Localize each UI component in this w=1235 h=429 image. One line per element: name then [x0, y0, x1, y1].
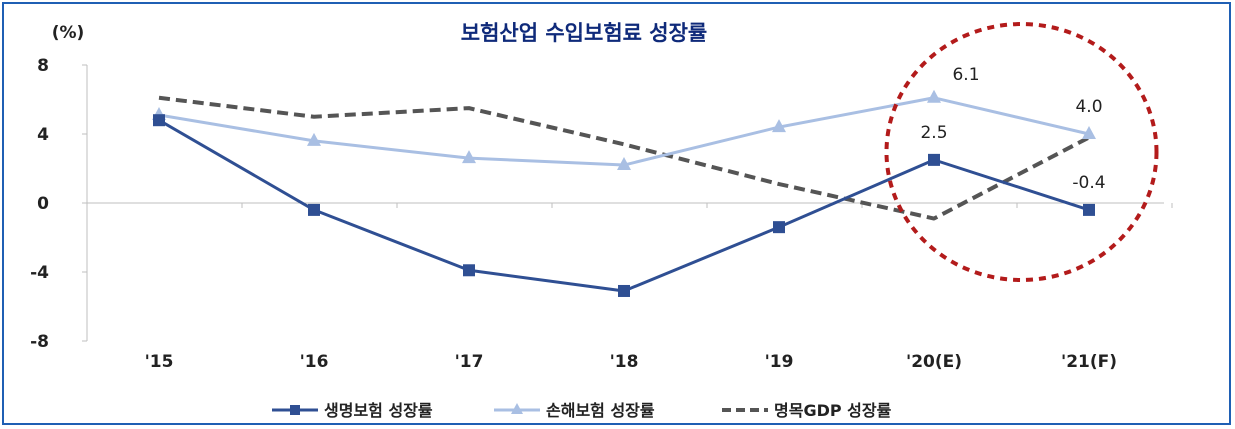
- plot-area: 6.1 4.0 2.5 -0.4: [152, 22, 1159, 297]
- legend-label: 명목GDP 성장률: [774, 401, 892, 420]
- y-axis-unit-label: (%): [52, 23, 85, 43]
- x-tick-label: '17: [455, 352, 484, 372]
- series-1-point: [773, 221, 785, 234]
- series-2-point: [462, 150, 476, 164]
- series-2-point: [1082, 126, 1096, 139]
- series-1-point: [463, 264, 475, 277]
- series-2-point: [772, 119, 786, 133]
- y-tick-label: 4: [37, 125, 49, 145]
- data-label: -0.4: [1072, 173, 1105, 193]
- legend: 생명보험 성장률 손해보험 성장률 명목GDP 성장률: [272, 401, 892, 420]
- legend-marker: [290, 405, 300, 415]
- legend-label: 손해보험 성장률: [546, 401, 655, 420]
- series-1-point: [1083, 203, 1095, 216]
- axes: 8 4 0 -4 -8 '15 '16 '17 '18 '19 '20(E) '21(F): [30, 56, 1173, 372]
- x-tick-label: '21(F): [1061, 352, 1117, 372]
- y-tick-label: 8: [37, 56, 49, 76]
- legend-item-2: 손해보험 성장률: [494, 401, 655, 420]
- series-line-1: [158, 118, 1090, 293]
- x-tick-label: '16: [300, 352, 329, 372]
- series-2-point: [927, 89, 941, 103]
- series-line-3: [158, 95, 1090, 221]
- y-tick-label: -8: [30, 332, 49, 352]
- y-tick-label: 0: [37, 194, 49, 214]
- x-tick-label: '20(E): [906, 352, 962, 372]
- annotation-circle: [884, 22, 1159, 282]
- legend-label: 생명보험 성장률: [324, 401, 433, 420]
- legend-item-1: 생명보험 성장률: [272, 401, 433, 420]
- series-2-point: [617, 157, 631, 171]
- x-tick-label: '18: [610, 352, 639, 372]
- x-tick-label: '15: [145, 352, 174, 372]
- data-label: 6.1: [952, 65, 979, 85]
- data-label: 4.0: [1075, 97, 1102, 117]
- data-label: 2.5: [920, 123, 947, 143]
- x-tick-label: '19: [765, 352, 794, 372]
- y-tick-label: -4: [30, 263, 49, 283]
- series-line-2: [158, 96, 1090, 167]
- series-1-point: [928, 153, 940, 166]
- chart-title: 보험산업 수입보험료 성장률: [461, 21, 707, 45]
- series-1-point: [153, 114, 165, 127]
- series-1-point: [618, 284, 630, 297]
- line-chart: 보험산업 수입보험료 성장률 (%) 8 4 0 -4 -8 '15 '16 '17 '18 '1…: [30, 21, 1173, 420]
- series-2-point: [307, 132, 321, 146]
- legend-item-3: 명목GDP 성장률: [722, 401, 892, 420]
- legend-marker: [511, 403, 523, 414]
- series-1-point: [308, 203, 320, 216]
